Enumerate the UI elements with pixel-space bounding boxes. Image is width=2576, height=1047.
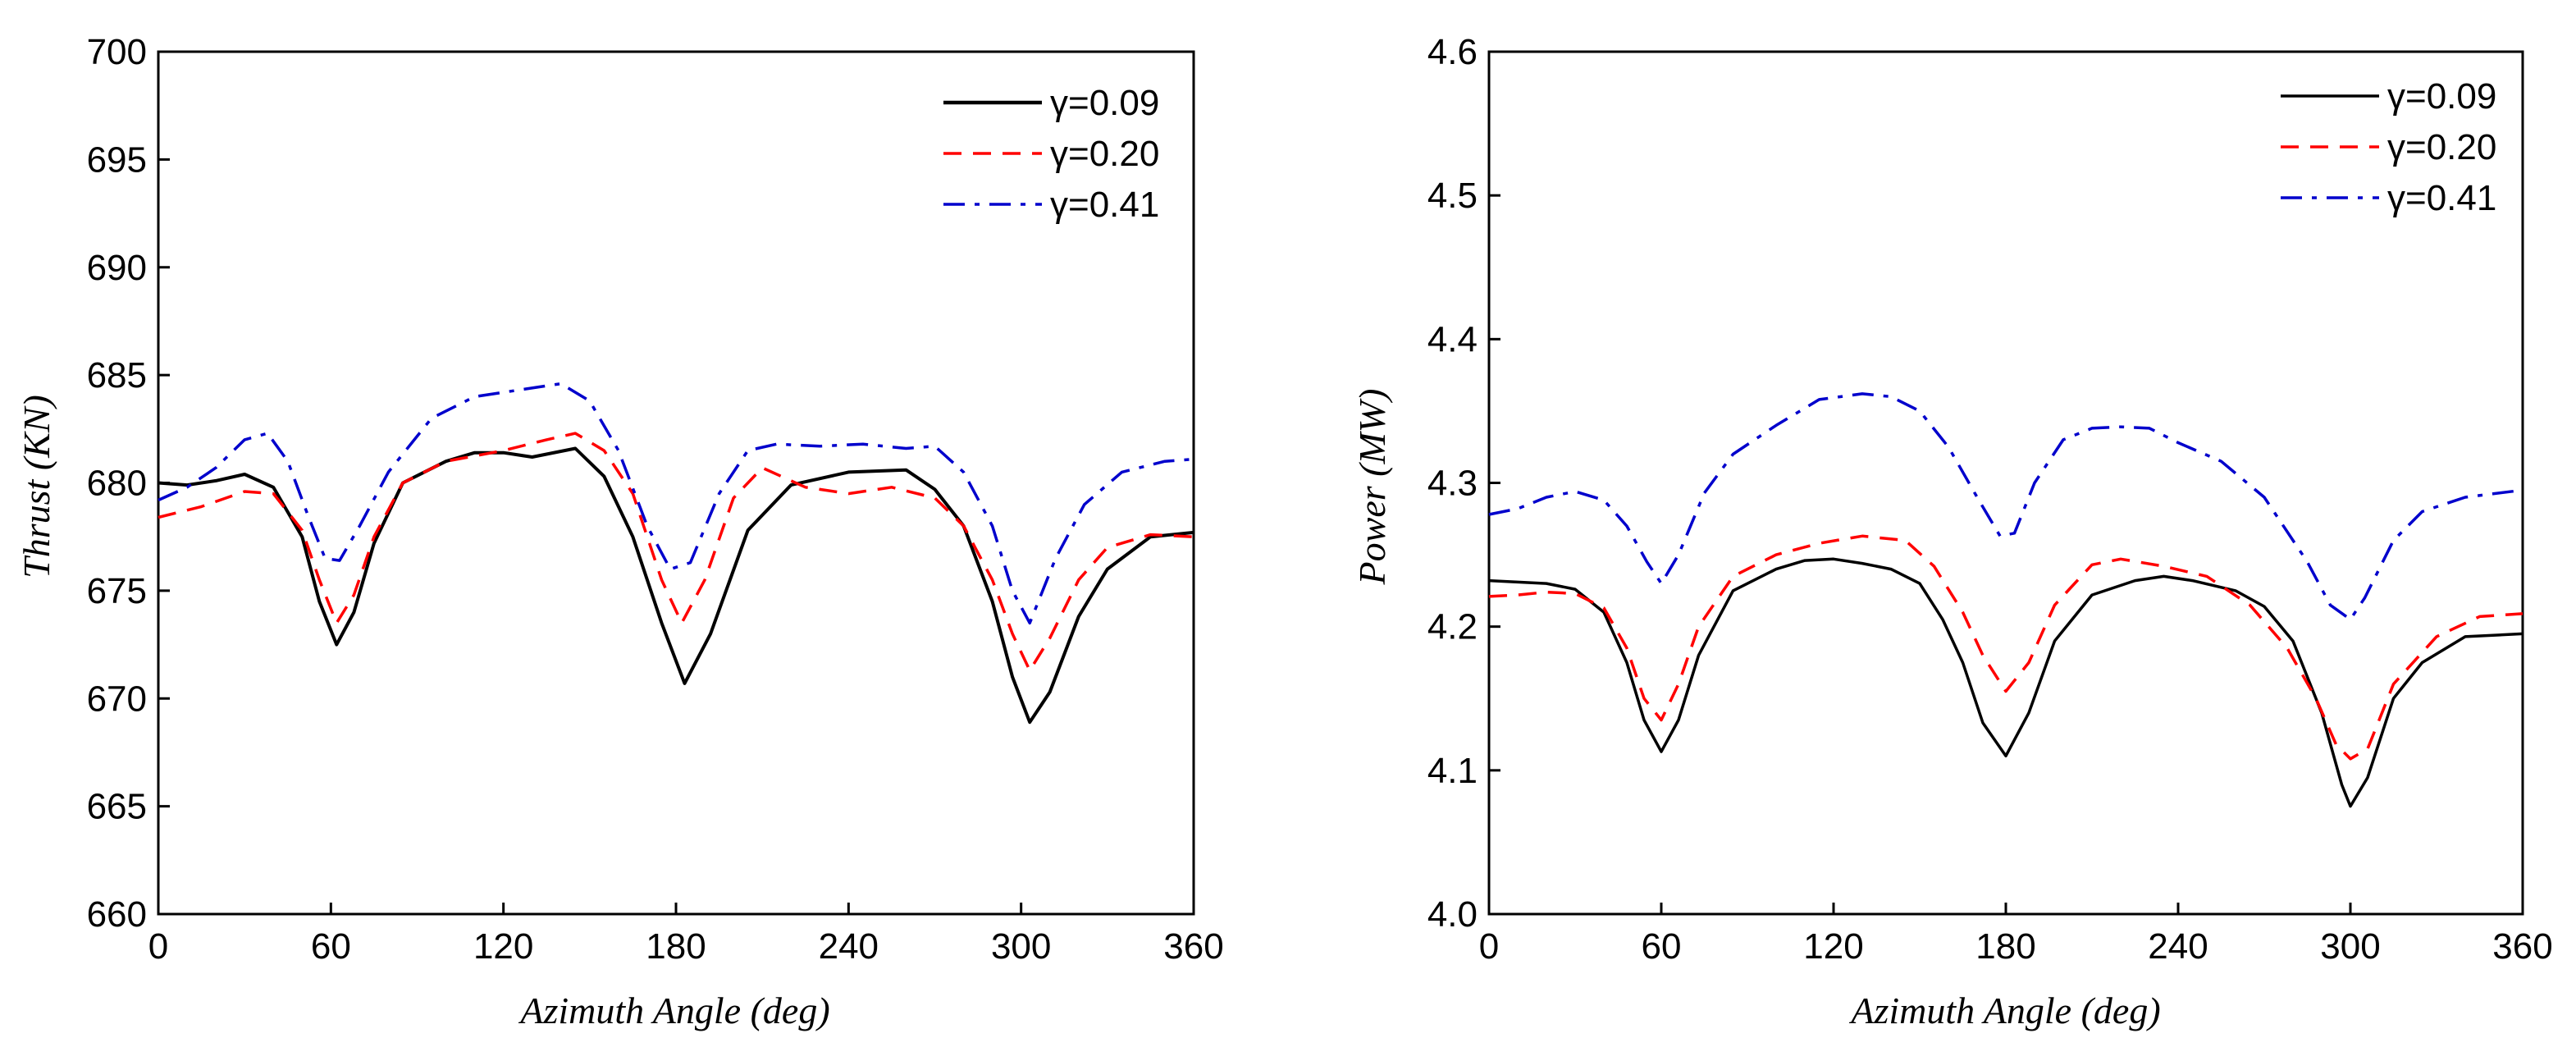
- power-ylabel: Power (MW): [1351, 389, 1393, 586]
- thrust-ytick-label: 695: [87, 139, 147, 180]
- thrust-ytick-label: 675: [87, 571, 147, 611]
- power-series-line-1: [1488, 534, 2523, 761]
- power-ytick-label: 4.2: [1427, 607, 1478, 647]
- power-ytick-label: 4.6: [1427, 32, 1478, 72]
- thrust-series-line-2: [158, 382, 1194, 625]
- power-ytick-label: 4.4: [1427, 319, 1478, 359]
- thrust-legend-label-2: γ=0.41: [1050, 185, 1159, 225]
- thrust-ylabel: Thrust (KN): [16, 395, 57, 578]
- power-ytick-label: 4.5: [1427, 176, 1478, 216]
- power-xtick-label: 180: [1975, 926, 2035, 967]
- thrust-ytick-label: 660: [87, 894, 147, 935]
- thrust-xtick-label: 300: [991, 926, 1051, 967]
- thrust-xtick-label: 60: [311, 926, 351, 967]
- thrust-ytick-label: 685: [87, 355, 147, 395]
- thrust-chart: Thrust (KN) Azimuth Angle (deg) 0 60 120 18…: [16, 32, 1224, 1031]
- power-ytick-label: 4.1: [1427, 751, 1478, 791]
- thrust-xtick-label: 0: [148, 926, 168, 967]
- thrust-legend-label-0: γ=0.09: [1050, 83, 1159, 123]
- power-ytick-label: 4.3: [1427, 464, 1478, 504]
- power-xtick-label: 60: [1642, 926, 1682, 967]
- thrust-series-line-0: [158, 446, 1194, 725]
- thrust-xtick-label: 120: [473, 926, 533, 967]
- power-series-line-0: [1488, 557, 2523, 808]
- thrust-ytick-label: 670: [87, 679, 147, 719]
- power-chart: Power (MW) Azimuth Angle (deg) 0 60 120 180…: [1351, 32, 2553, 1031]
- power-xtick-label: 360: [2492, 926, 2552, 967]
- thrust-ytick-label: 700: [87, 32, 147, 72]
- power-legend-label-1: γ=0.20: [2387, 127, 2496, 167]
- thrust-xlabel: Azimuth Angle (deg): [518, 990, 829, 1031]
- thrust-ytick-label: 665: [87, 787, 147, 827]
- thrust-legend-label-1: γ=0.20: [1050, 134, 1159, 174]
- power-ytick-label: 4.0: [1427, 894, 1478, 935]
- power-xtick-label: 0: [1479, 926, 1499, 967]
- thrust-series-line-1: [158, 432, 1194, 672]
- power-legend-label-2: γ=0.41: [2387, 178, 2496, 218]
- thrust-xtick-label: 240: [819, 926, 879, 967]
- power-series-line-2: [1488, 392, 2523, 621]
- power-xtick-label: 240: [2148, 926, 2208, 967]
- thrust-plot-frame: [157, 50, 1195, 916]
- thrust-xtick-label: 180: [646, 926, 706, 967]
- power-xtick-label: 300: [2320, 926, 2380, 967]
- power-plot-frame: [1487, 50, 2524, 916]
- power-xlabel: Azimuth Angle (deg): [1848, 990, 2160, 1031]
- power-legend-label-0: γ=0.09: [2387, 76, 2496, 117]
- thrust-ytick-label: 690: [87, 248, 147, 288]
- power-xtick-label: 120: [1803, 926, 1863, 967]
- thrust-ytick-label: 680: [87, 464, 147, 504]
- thrust-xtick-label: 360: [1163, 926, 1223, 967]
